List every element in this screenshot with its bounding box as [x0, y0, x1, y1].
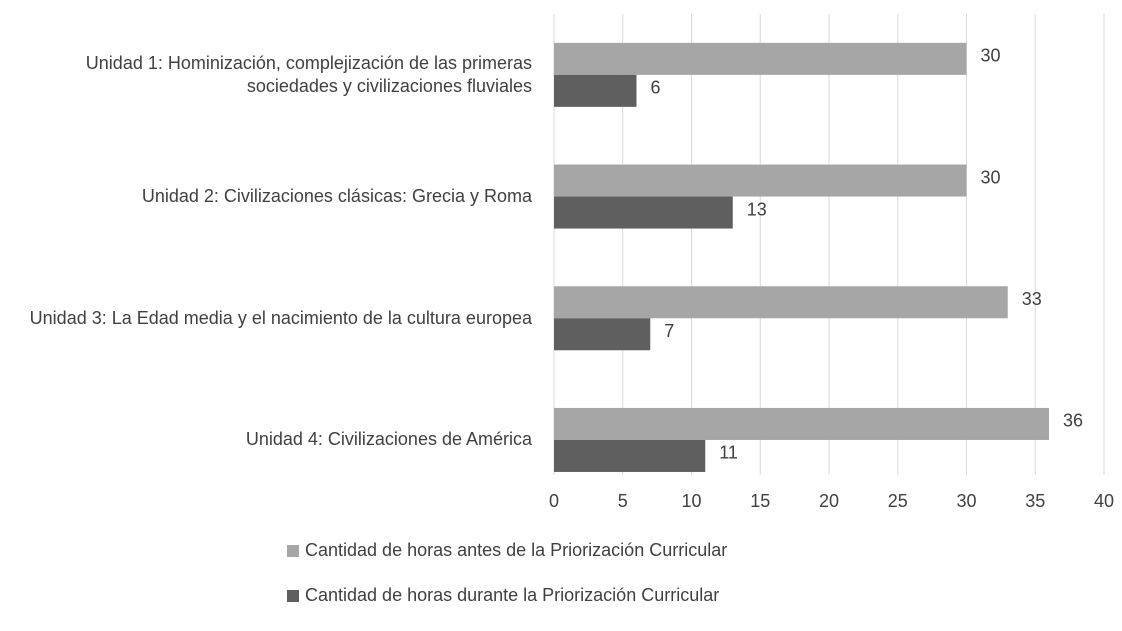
bar — [554, 286, 1008, 319]
x-tick-label: 40 — [1094, 491, 1114, 511]
x-tick-label: 0 — [549, 491, 559, 511]
value-label: 7 — [664, 321, 674, 341]
category-label: Unidad 4: Civilizaciones de América — [0, 400, 532, 480]
category-label: Unidad 1: Hominización, complejización d… — [0, 35, 532, 115]
x-tick-label: 15 — [750, 491, 770, 511]
category-label: Unidad 3: La Edad media y el nacimiento … — [0, 278, 532, 358]
value-label: 36 — [1063, 411, 1083, 431]
x-tick-label: 30 — [956, 491, 976, 511]
bar — [554, 318, 651, 351]
category-label: Unidad 2: Civilizaciones clásicas: Greci… — [0, 157, 532, 237]
legend-label: Cantidad de horas durante la Priorizació… — [305, 585, 719, 605]
value-label: 30 — [981, 46, 1001, 66]
bar — [554, 74, 637, 107]
x-tick-label: 35 — [1025, 491, 1045, 511]
category-text: Unidad 4: Civilizaciones de América — [245, 429, 532, 450]
x-tick-label: 20 — [819, 491, 839, 511]
category-text: Unidad 1: Hominización, complejización d… — [85, 52, 532, 96]
category-text: Unidad 3: La Edad media y el nacimiento … — [29, 307, 532, 328]
legend-label: Cantidad de horas antes de la Priorizaci… — [305, 540, 727, 560]
bar — [554, 164, 967, 197]
x-tick-label: 25 — [888, 491, 908, 511]
bar — [554, 407, 1049, 440]
category-text: Unidad 2: Civilizaciones clásicas: Greci… — [141, 186, 532, 207]
x-tick-label: 10 — [681, 491, 701, 511]
value-label: 11 — [719, 443, 738, 463]
bar — [554, 439, 706, 472]
bar — [554, 196, 733, 229]
value-label: 30 — [981, 167, 1001, 187]
bar — [554, 42, 967, 75]
legend-swatch — [287, 590, 299, 602]
legend-swatch — [287, 545, 299, 557]
x-tick-label: 5 — [618, 491, 628, 511]
value-label: 33 — [1022, 289, 1042, 309]
value-label: 6 — [651, 78, 661, 98]
value-label: 13 — [747, 199, 767, 219]
